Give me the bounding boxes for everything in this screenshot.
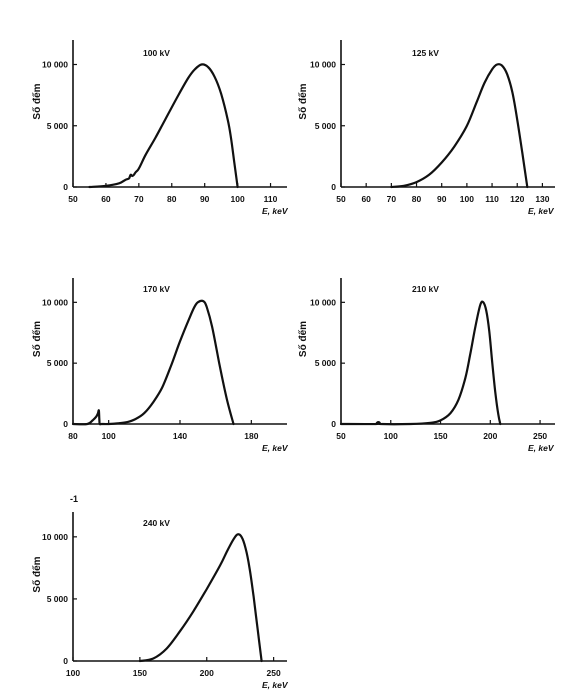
x-tick-label: 110 <box>264 194 278 204</box>
x-tick-label: 50 <box>336 194 346 204</box>
y-axis-label: Số đếm <box>31 83 43 119</box>
x-tick-label: 150 <box>433 431 447 441</box>
x-axis-label: E, keV <box>528 443 555 453</box>
y-tick-label: 0 <box>63 656 68 666</box>
y-tick-label: 5 000 <box>47 594 69 604</box>
y-tick-label: 0 <box>331 419 336 429</box>
x-tick-label: 250 <box>533 431 547 441</box>
spectrum-line <box>339 300 502 426</box>
x-tick-label: 50 <box>336 431 346 441</box>
y-axis-label: Số đếm <box>297 321 309 357</box>
x-tick-label: 150 <box>133 668 147 678</box>
y-tick-label: 5 000 <box>315 121 337 131</box>
x-tick-label: 110 <box>485 194 499 204</box>
chart-panel-3: 50 100 150 200 250 0 5 000 10 000 Số đếm E, keV 21… <box>297 278 555 453</box>
x-tick-label: 200 <box>483 431 497 441</box>
y-tick-label: 10 000 <box>42 297 68 307</box>
chart-title: 125 kV <box>412 48 439 58</box>
y-tick-label: 10 000 <box>42 60 68 70</box>
chart-title: 100 kV <box>143 48 170 58</box>
y-tick-label: 5 000 <box>47 358 69 368</box>
stray-mark: -1 <box>70 494 78 504</box>
chart-panel-0: 50 60 70 80 90 100 110 0 5 000 10 000 Số đếm E, keV… <box>31 40 289 216</box>
x-tick-label: 80 <box>167 194 177 204</box>
x-tick-label: 90 <box>200 194 210 204</box>
x-tick-label: 140 <box>173 431 187 441</box>
chart-title: 240 kV <box>143 518 170 528</box>
chart-panel-1: 50 60 70 80 90 100 110 120 130 0 5 000 10 000 Số đếm… <box>297 40 555 216</box>
y-tick-label: 0 <box>63 419 68 429</box>
x-axis-label: E, keV <box>262 443 289 453</box>
x-tick-label: 70 <box>387 194 397 204</box>
x-tick-label: 120 <box>510 194 524 204</box>
spectrum-line <box>71 299 235 426</box>
x-tick-label: 50 <box>68 194 78 204</box>
y-axis-label: Số đếm <box>31 556 43 592</box>
x-tick-label: 100 <box>384 431 398 441</box>
x-tick-label: 100 <box>460 194 474 204</box>
y-tick-label: 5 000 <box>315 358 337 368</box>
y-tick-label: 10 000 <box>42 532 68 542</box>
y-tick-label: 0 <box>331 182 336 192</box>
y-tick-label: 0 <box>63 182 68 192</box>
y-tick-label: 10 000 <box>310 297 336 307</box>
x-tick-label: 250 <box>267 668 281 678</box>
x-tick-label: 70 <box>134 194 144 204</box>
spectrum-line <box>88 63 239 189</box>
x-axis-label: E, keV <box>262 680 289 690</box>
chart-panel-2: 80 100 140 180 0 5 000 10 000 Số đếm E, keV 170 k… <box>31 278 289 453</box>
x-tick-label: 100 <box>66 668 80 678</box>
y-axis-label: Số đếm <box>31 321 43 357</box>
x-tick-label: 60 <box>361 194 371 204</box>
x-tick-label: 80 <box>412 194 422 204</box>
chart-title: 170 kV <box>143 284 170 294</box>
x-tick-label: 180 <box>244 431 258 441</box>
x-tick-label: 100 <box>102 431 116 441</box>
y-tick-label: 5 000 <box>47 121 69 131</box>
x-tick-label: 90 <box>437 194 447 204</box>
x-axis-label: E, keV <box>262 206 289 216</box>
spectrum-line <box>138 533 263 663</box>
x-tick-label: 100 <box>231 194 245 204</box>
x-axis-label: E, keV <box>528 206 555 216</box>
x-tick-label: 130 <box>535 194 549 204</box>
x-tick-label: 60 <box>101 194 111 204</box>
chart-panel-4: 100 150 200 250 0 5 000 10 000 Số đếm E, keV 240 … <box>31 512 289 690</box>
x-tick-label: 80 <box>68 431 78 441</box>
y-tick-label: 10 000 <box>310 60 336 70</box>
chart-title: 210 kV <box>412 284 439 294</box>
x-tick-label: 200 <box>200 668 214 678</box>
spectrum-line <box>390 63 529 189</box>
y-axis-label: Số đếm <box>297 83 309 119</box>
